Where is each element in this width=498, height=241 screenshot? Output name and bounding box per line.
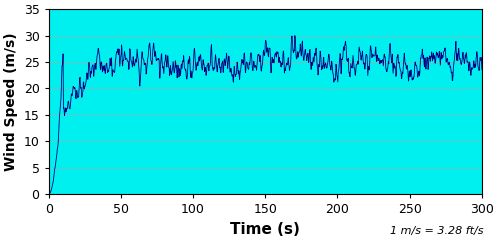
Y-axis label: Wind Speed (m/s): Wind Speed (m/s) (4, 32, 18, 171)
X-axis label: Time (s): Time (s) (230, 222, 300, 237)
Text: 1 m/s = 3.28 ft/s: 1 m/s = 3.28 ft/s (389, 226, 483, 236)
